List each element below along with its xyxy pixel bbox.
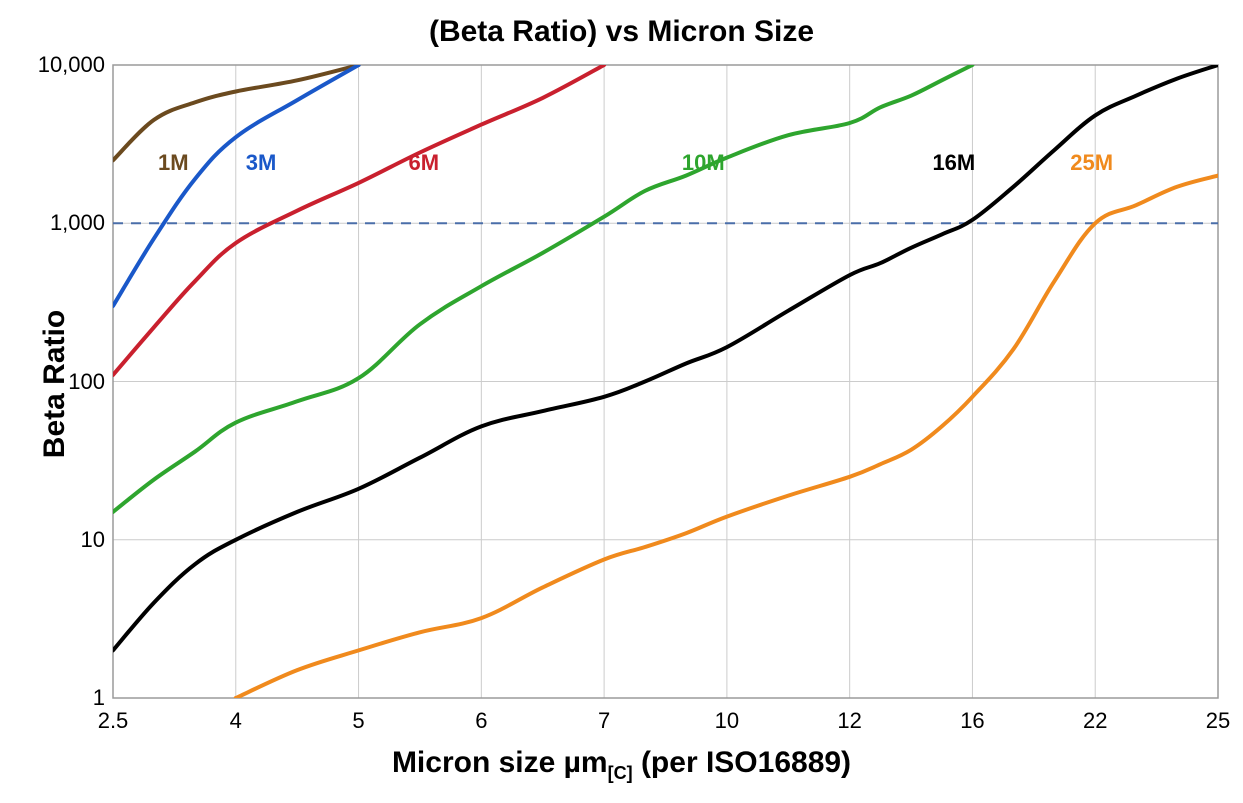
x-tick-label: 4 (216, 708, 256, 734)
series-line-16M (113, 65, 1218, 650)
x-tick-label: 25 (1198, 708, 1238, 734)
x-tick-label: 6 (461, 708, 501, 734)
x-tick-label: 5 (339, 708, 379, 734)
series-label-6M: 6M (409, 150, 440, 176)
x-tick-label: 10 (707, 708, 747, 734)
series-label-1M: 1M (158, 150, 189, 176)
x-tick-label: 7 (584, 708, 624, 734)
series-label-10M: 10M (682, 150, 725, 176)
y-tick-label: 10 (81, 527, 105, 553)
series-label-25M: 25M (1070, 150, 1113, 176)
chart-container: (Beta Ratio) vs Micron Size Beta Ratio M… (0, 0, 1243, 803)
x-tick-label: 12 (830, 708, 870, 734)
series-label-16M: 16M (932, 150, 975, 176)
series-label-3M: 3M (246, 150, 277, 176)
y-tick-label: 10,000 (38, 52, 105, 78)
x-tick-label: 2.5 (93, 708, 133, 734)
x-tick-label: 22 (1075, 708, 1115, 734)
plot-svg (0, 0, 1243, 803)
y-tick-label: 1,000 (50, 210, 105, 236)
y-tick-label: 100 (68, 369, 105, 395)
x-tick-label: 16 (952, 708, 992, 734)
